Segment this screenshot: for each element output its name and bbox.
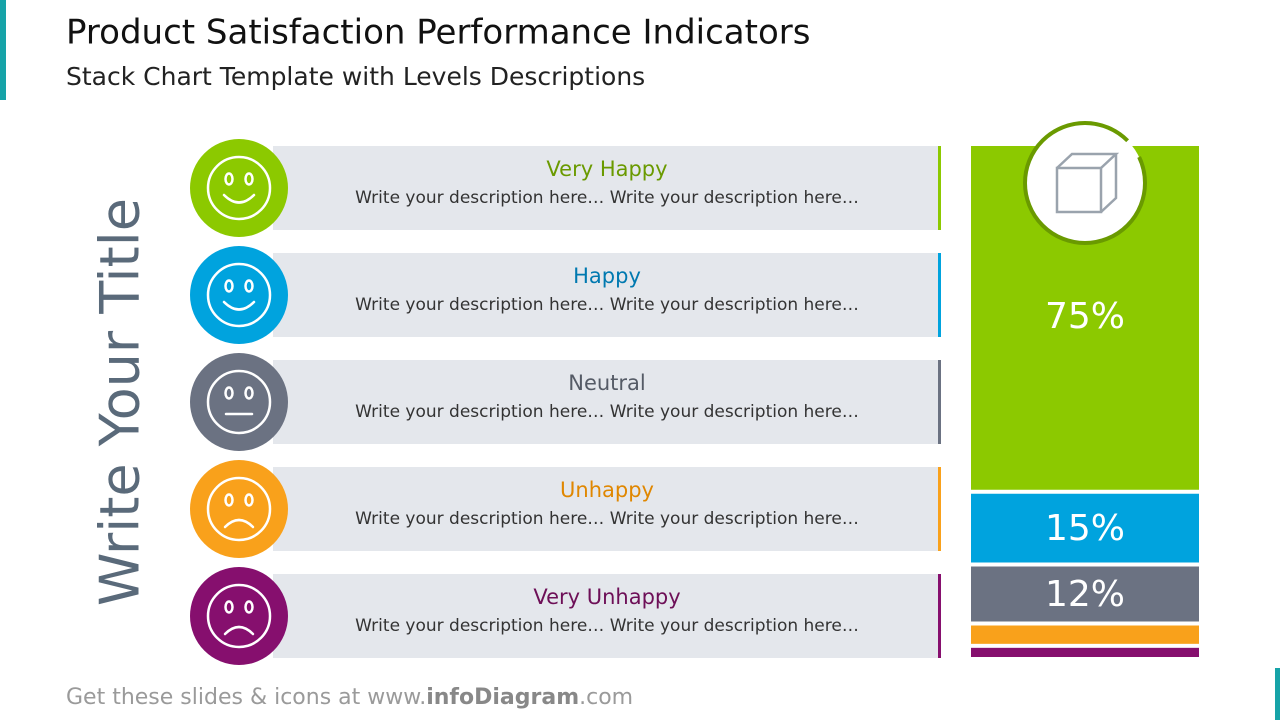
rows: Very Happy Write your description here… W… <box>190 139 941 665</box>
face-icon <box>206 476 272 542</box>
stack-segment <box>971 493 1199 563</box>
row-label: Very Unhappy <box>533 585 680 609</box>
row-label: Unhappy <box>560 478 654 502</box>
face-icon <box>206 262 272 328</box>
eye <box>224 600 234 614</box>
row-description: Write your description here… Write your … <box>355 188 859 208</box>
eye <box>244 600 254 614</box>
accent-bar <box>1275 668 1280 720</box>
segment-label: 12% <box>1045 574 1125 615</box>
row-description: Write your description here… Write your … <box>355 509 859 529</box>
mouth <box>223 625 255 636</box>
subtitle: Stack Chart Template with Levels Descrip… <box>66 62 645 91</box>
face-outline <box>206 583 272 649</box>
face-outline <box>206 262 272 328</box>
row-edge <box>938 146 941 230</box>
eye <box>244 172 254 186</box>
footer: Get these slides & icons at www.infoDiag… <box>66 685 633 710</box>
stack-segment <box>971 625 1199 644</box>
mouth <box>222 300 256 311</box>
row-box <box>273 253 941 337</box>
row-box <box>273 146 941 230</box>
face-icon <box>206 583 272 649</box>
row-description: Write your description here… Write your … <box>355 295 859 315</box>
row-description: Write your description here… Write your … <box>355 616 859 636</box>
eye <box>224 493 234 507</box>
face-circle <box>190 246 288 344</box>
eye <box>224 172 234 186</box>
segment-label: 15% <box>1045 508 1125 549</box>
row-label: Very Happy <box>546 157 667 181</box>
side-title: Write Your Title <box>89 198 152 606</box>
row-box <box>273 467 941 551</box>
eye <box>224 279 234 293</box>
face-circle <box>190 460 288 558</box>
icon-ring <box>1023 121 1147 245</box>
row-edge <box>938 360 941 444</box>
row-edge <box>938 253 941 337</box>
row-label: Happy <box>573 264 641 288</box>
stack-segment <box>971 566 1199 622</box>
mouth <box>222 193 256 204</box>
face-outline <box>206 155 272 221</box>
face-icon <box>206 369 272 435</box>
footer-brand: infoDiagram <box>426 685 579 710</box>
segment-label: 75% <box>1045 296 1125 337</box>
row-box <box>273 574 941 658</box>
icon-badge <box>1023 121 1147 245</box>
row-edge <box>938 467 941 551</box>
eye <box>244 279 254 293</box>
eye <box>244 386 254 400</box>
face-circle <box>190 353 288 451</box>
cube-icon <box>1055 152 1120 214</box>
mouth <box>223 518 255 529</box>
row-box <box>273 360 941 444</box>
eye <box>244 493 254 507</box>
face-circle <box>190 139 288 237</box>
face-outline <box>206 369 272 435</box>
eye <box>224 386 234 400</box>
accent-bar <box>0 0 6 100</box>
face-icon <box>206 155 272 221</box>
row-edge <box>938 574 941 658</box>
row-label: Neutral <box>568 371 646 395</box>
face-outline <box>206 476 272 542</box>
face-circle <box>190 567 288 665</box>
footer-suffix: .com <box>579 685 633 710</box>
stack-segment <box>971 647 1199 657</box>
row-description: Write your description here… Write your … <box>355 402 859 422</box>
title: Product Satisfaction Performance Indicat… <box>66 13 810 53</box>
footer-prefix: Get these slides & icons at www. <box>66 685 426 710</box>
